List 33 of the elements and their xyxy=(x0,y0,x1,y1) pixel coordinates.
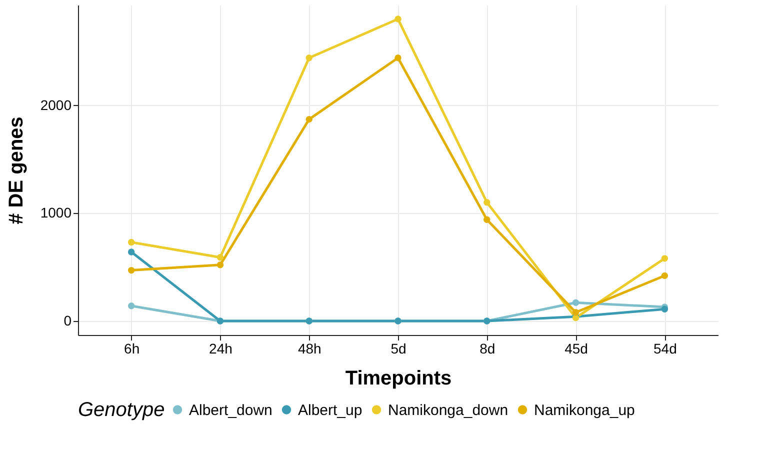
x-tick-label: 54d xyxy=(653,340,677,356)
point xyxy=(661,272,668,280)
x-axis-title: Timepoints xyxy=(345,368,452,390)
point xyxy=(572,309,580,316)
point xyxy=(128,238,135,246)
y-tick-label: 1000 xyxy=(40,204,72,221)
x-tick-label: 24h xyxy=(209,340,232,356)
legend-title: Genotype xyxy=(78,399,165,421)
y-tick-label: 0 xyxy=(64,312,72,328)
legend-label: Albert_up xyxy=(298,402,362,419)
x-tick-label: 5d xyxy=(390,340,406,356)
x-tick-label: 48h xyxy=(298,340,322,356)
x-tick-label: 8d xyxy=(480,340,496,356)
point xyxy=(128,266,135,274)
x-tick-label: 45d xyxy=(564,340,588,356)
point xyxy=(394,16,402,22)
point xyxy=(484,216,490,223)
point xyxy=(572,299,580,306)
point xyxy=(306,54,312,62)
y-tick-label: 2000 xyxy=(40,96,72,113)
point xyxy=(128,248,135,256)
point xyxy=(484,199,490,206)
legend-label: Namikonga_up xyxy=(534,402,635,419)
point xyxy=(216,262,224,268)
point xyxy=(216,254,224,261)
y-axis-title: # DE genes xyxy=(5,116,28,224)
legend-label: Namikonga_down xyxy=(388,402,508,419)
x-tick-label: 6h xyxy=(124,340,140,356)
point xyxy=(306,116,312,123)
point xyxy=(394,54,402,62)
point xyxy=(661,255,668,262)
legend-label: Albert_down xyxy=(189,402,272,419)
point xyxy=(128,302,135,310)
